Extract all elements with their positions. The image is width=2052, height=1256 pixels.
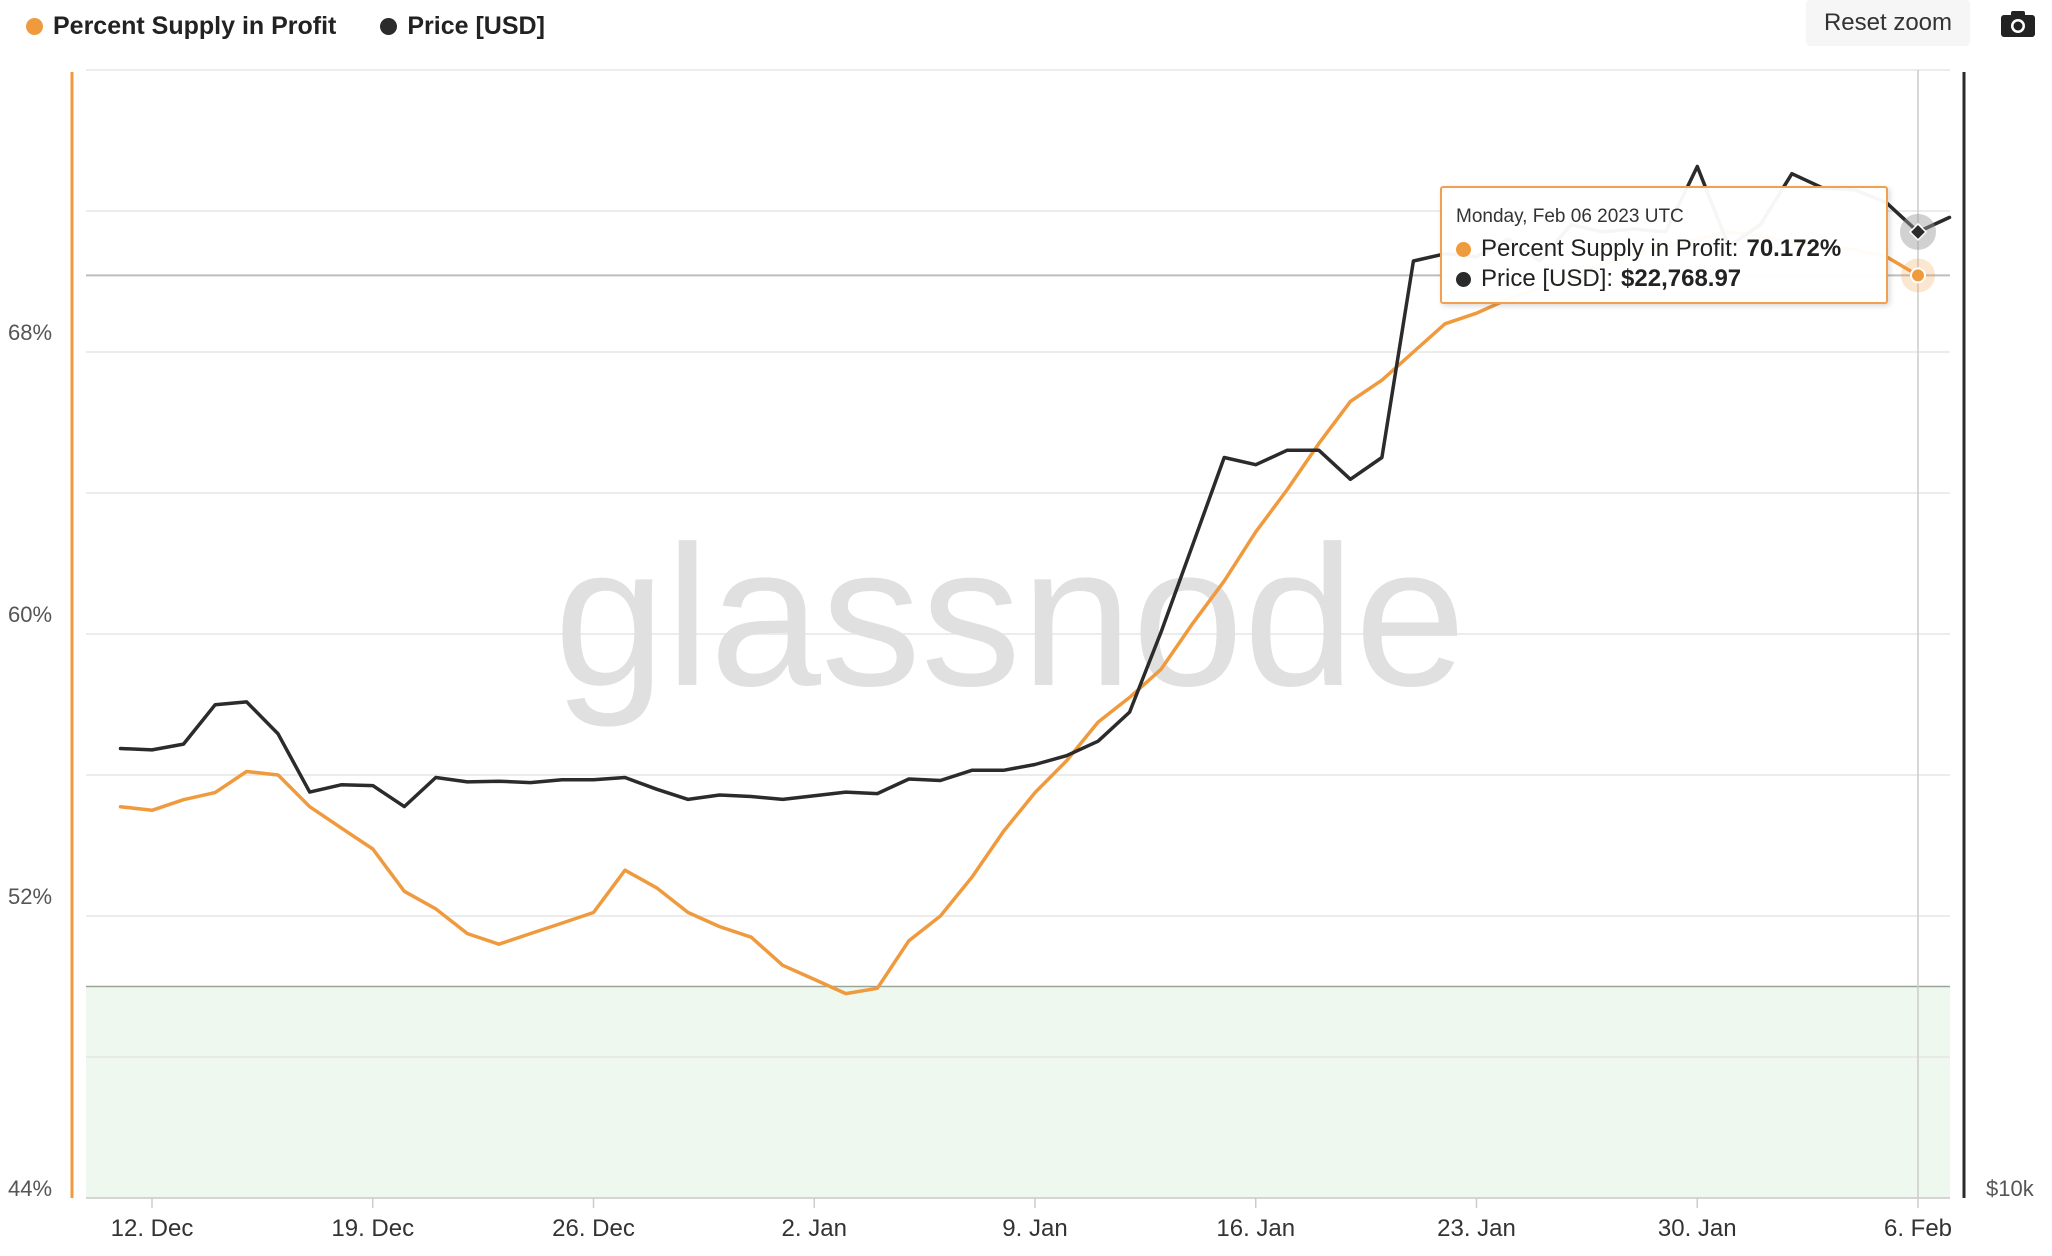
threshold-zone — [86, 986, 1950, 1198]
x-tick-label: 19. Dec — [331, 1215, 414, 1242]
x-tick-label: 2. Jan — [782, 1215, 847, 1242]
reset-zoom-button[interactable]: Reset zoom — [1806, 0, 1970, 46]
legend-label: Percent Supply in Profit — [53, 12, 337, 40]
camera-icon[interactable] — [2000, 10, 2036, 38]
y-tick-label: 68% — [8, 320, 52, 345]
legend-label: Price [USD] — [407, 12, 545, 40]
chart-legend: Percent Supply in Profit Price [USD] — [26, 12, 545, 41]
hover-marker-supply — [1910, 267, 1926, 284]
hover-halo — [1901, 258, 1935, 293]
tooltip-label: Price [USD]: — [1481, 265, 1614, 292]
tooltip-dot-icon — [1456, 241, 1471, 257]
x-tick-label: 16. Jan — [1216, 1215, 1295, 1242]
tooltip-label: Percent Supply in Profit: — [1481, 235, 1739, 262]
tooltip-value: $22,768.97 — [1621, 265, 1742, 292]
tooltip: Monday, Feb 06 2023 UTC Percent Supply i… — [1440, 186, 1888, 304]
tooltip-value: 70.172% — [1746, 235, 1842, 262]
legend-item-supply-in-profit[interactable]: Percent Supply in Profit — [26, 12, 336, 41]
x-tick-label: 12. Dec — [111, 1215, 194, 1242]
y-tick-label: 60% — [8, 602, 52, 627]
legend-dot-icon — [380, 18, 398, 35]
watermark: glassnode — [554, 505, 1466, 728]
tooltip-dot-icon — [1456, 271, 1471, 287]
tooltip-row-supply: Percent Supply in Profit: 70.172% — [1456, 234, 1872, 264]
hover-halo — [1900, 213, 1936, 250]
x-tick-label: 26. Dec — [552, 1215, 635, 1242]
legend-item-price[interactable]: Price [USD] — [380, 12, 545, 41]
series-line-supply-in-profit — [118, 230, 1920, 996]
hover-marker-price — [1908, 222, 1928, 241]
x-tick-label: 23. Jan — [1437, 1215, 1516, 1242]
tooltip-date: Monday, Feb 06 2023 UTC — [1456, 206, 1684, 227]
tooltip-row-price: Price [USD]: $22,768.97 — [1456, 264, 1872, 294]
x-tick-label: 9. Jan — [1002, 1215, 1067, 1242]
y-right-tick-label: $10k — [1986, 1176, 2035, 1201]
x-tick-label: 6. Feb — [1884, 1215, 1952, 1242]
legend-dot-icon — [26, 18, 43, 35]
y-tick-label: 52% — [8, 884, 52, 909]
x-tick-label: 30. Jan — [1658, 1215, 1737, 1242]
y-tick-label: 44% — [8, 1176, 52, 1201]
